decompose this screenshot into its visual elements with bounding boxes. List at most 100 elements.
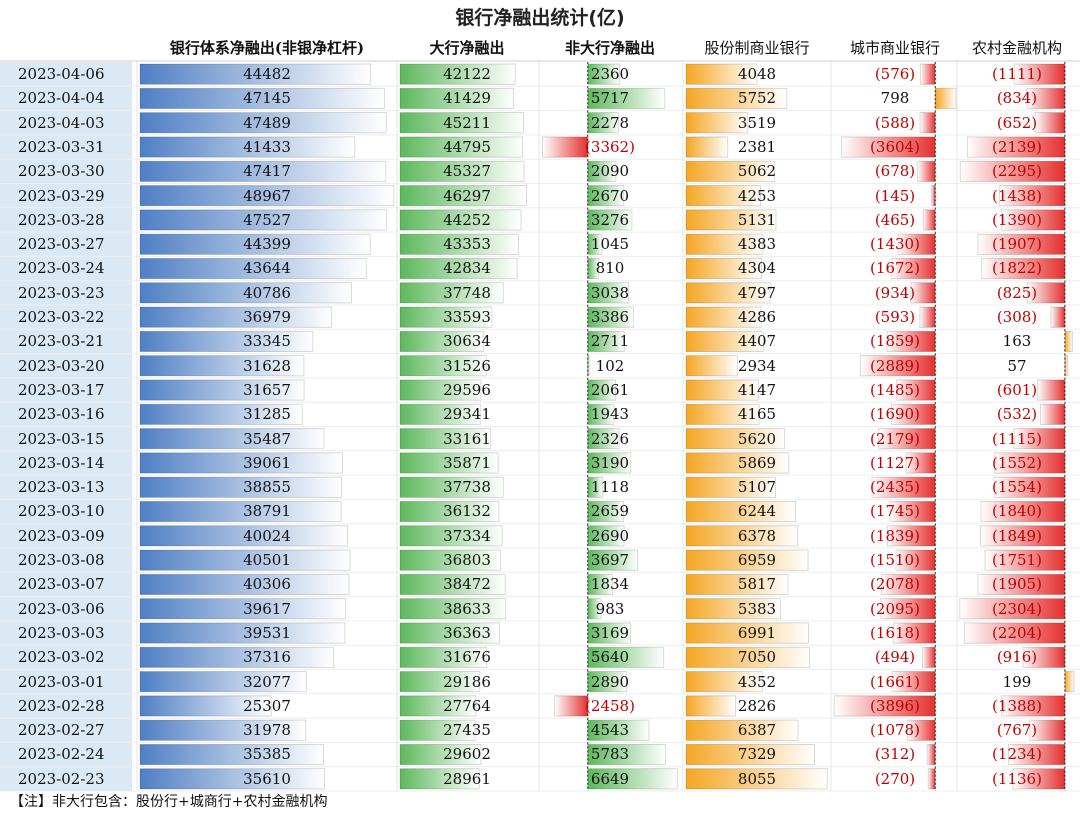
data-label: 7050	[737, 648, 777, 667]
row-date: 2023-03-17	[18, 380, 105, 399]
row-date: 2023-03-16	[18, 405, 105, 424]
data-label: (593)	[874, 308, 916, 326]
data-bar	[399, 87, 514, 110]
data-label: 35385	[243, 745, 291, 764]
data-label: 5640	[590, 648, 630, 667]
data-bar	[685, 330, 764, 352]
data-bar	[139, 768, 325, 790]
data-bar	[685, 549, 809, 571]
data-label: 39061	[243, 453, 291, 472]
data-bar	[139, 646, 334, 668]
data-label: 3038	[590, 283, 630, 302]
data-label: (2095)	[870, 599, 920, 618]
data-bar	[685, 500, 796, 523]
data-label: 5783	[590, 745, 630, 764]
data-label: (678)	[874, 162, 916, 181]
data-label: 1834	[590, 575, 630, 594]
data-label: (2889)	[870, 356, 920, 375]
data-label: 7329	[737, 745, 777, 764]
data-bar	[399, 136, 523, 158]
data-label: 38633	[443, 599, 491, 618]
data-bar	[685, 646, 810, 668]
data-bar	[399, 768, 480, 790]
data-label: 8055	[737, 769, 777, 788]
data-bar	[685, 379, 760, 401]
data-bar	[139, 257, 367, 280]
data-bar	[685, 257, 762, 280]
data-label: 5131	[737, 210, 777, 229]
data-label: 2061	[590, 380, 630, 399]
row-date: 2023-03-31	[18, 137, 105, 156]
data-label: 36803	[443, 551, 491, 569]
data-bar	[685, 87, 788, 110]
data-label: 40786	[243, 283, 291, 302]
data-bar	[399, 452, 499, 474]
data-label: 37316	[243, 648, 291, 667]
data-bar	[139, 63, 371, 85]
page-title: 银行净融出统计(亿)	[455, 7, 625, 29]
data-label: 30634	[443, 332, 491, 351]
data-bar	[139, 719, 307, 741]
data-label: 43644	[243, 259, 291, 278]
row-date: 2023-03-06	[18, 599, 105, 618]
data-label: (1078)	[870, 721, 920, 740]
row-date: 2023-03-29	[18, 186, 105, 205]
data-label: 4543	[590, 721, 630, 740]
data-label: 4286	[737, 308, 777, 326]
data-label: 3697	[590, 551, 630, 569]
data-bar	[685, 768, 828, 790]
data-label: 41429	[443, 89, 491, 108]
data-label: (1234)	[992, 745, 1042, 764]
data-label: (834)	[996, 89, 1038, 108]
data-label: (465)	[874, 210, 916, 229]
data-label: 45327	[443, 162, 491, 181]
data-bar	[685, 525, 799, 547]
data-bar	[139, 573, 350, 595]
data-bar	[399, 355, 487, 377]
data-label: (1115)	[992, 429, 1042, 448]
row-date: 2023-03-24	[18, 259, 105, 278]
data-label: (1390)	[992, 210, 1042, 229]
data-label: 5062	[737, 162, 777, 181]
data-label: 4352	[737, 672, 777, 691]
data-label: 4165	[737, 405, 777, 424]
row-date: 2023-04-06	[18, 65, 105, 83]
data-bar	[139, 136, 356, 158]
data-label: 40024	[243, 526, 291, 545]
data-bar	[139, 744, 324, 766]
data-label: (1905)	[992, 575, 1042, 594]
data-label: 37748	[443, 283, 491, 302]
data-label: (825)	[996, 283, 1038, 302]
data-label: (1840)	[992, 502, 1042, 521]
data-bar	[139, 476, 342, 498]
data-label: 6387	[737, 721, 777, 740]
data-label: 2690	[590, 526, 630, 545]
data-label: (1618)	[870, 623, 920, 642]
data-bar	[685, 63, 758, 85]
data-label: (312)	[874, 745, 916, 764]
data-label: 46297	[443, 186, 491, 205]
data-bar	[139, 87, 385, 110]
data-label: 44252	[443, 210, 491, 229]
column-header: 农村金融机构	[971, 39, 1062, 57]
data-label: 25307	[243, 696, 291, 715]
row-date: 2023-03-20	[18, 356, 105, 375]
data-label: (1136)	[992, 769, 1042, 788]
data-bar	[685, 695, 736, 717]
data-label: 3169	[590, 623, 630, 642]
data-label: 29186	[443, 672, 491, 691]
data-bar	[139, 598, 346, 620]
data-label: (3896)	[870, 696, 920, 715]
data-label: 2278	[590, 113, 630, 132]
row-date: 2023-03-23	[18, 283, 105, 302]
data-label: 3190	[590, 453, 630, 472]
data-bar	[139, 622, 346, 644]
data-label: 37738	[443, 478, 491, 497]
data-label: 47417	[243, 162, 291, 181]
data-label: 31285	[243, 405, 291, 424]
data-label: (1672)	[870, 259, 920, 278]
data-label: 33345	[243, 332, 291, 351]
data-label: 47489	[243, 113, 291, 132]
data-label: 1118	[590, 478, 630, 497]
data-label: 38855	[243, 478, 291, 497]
